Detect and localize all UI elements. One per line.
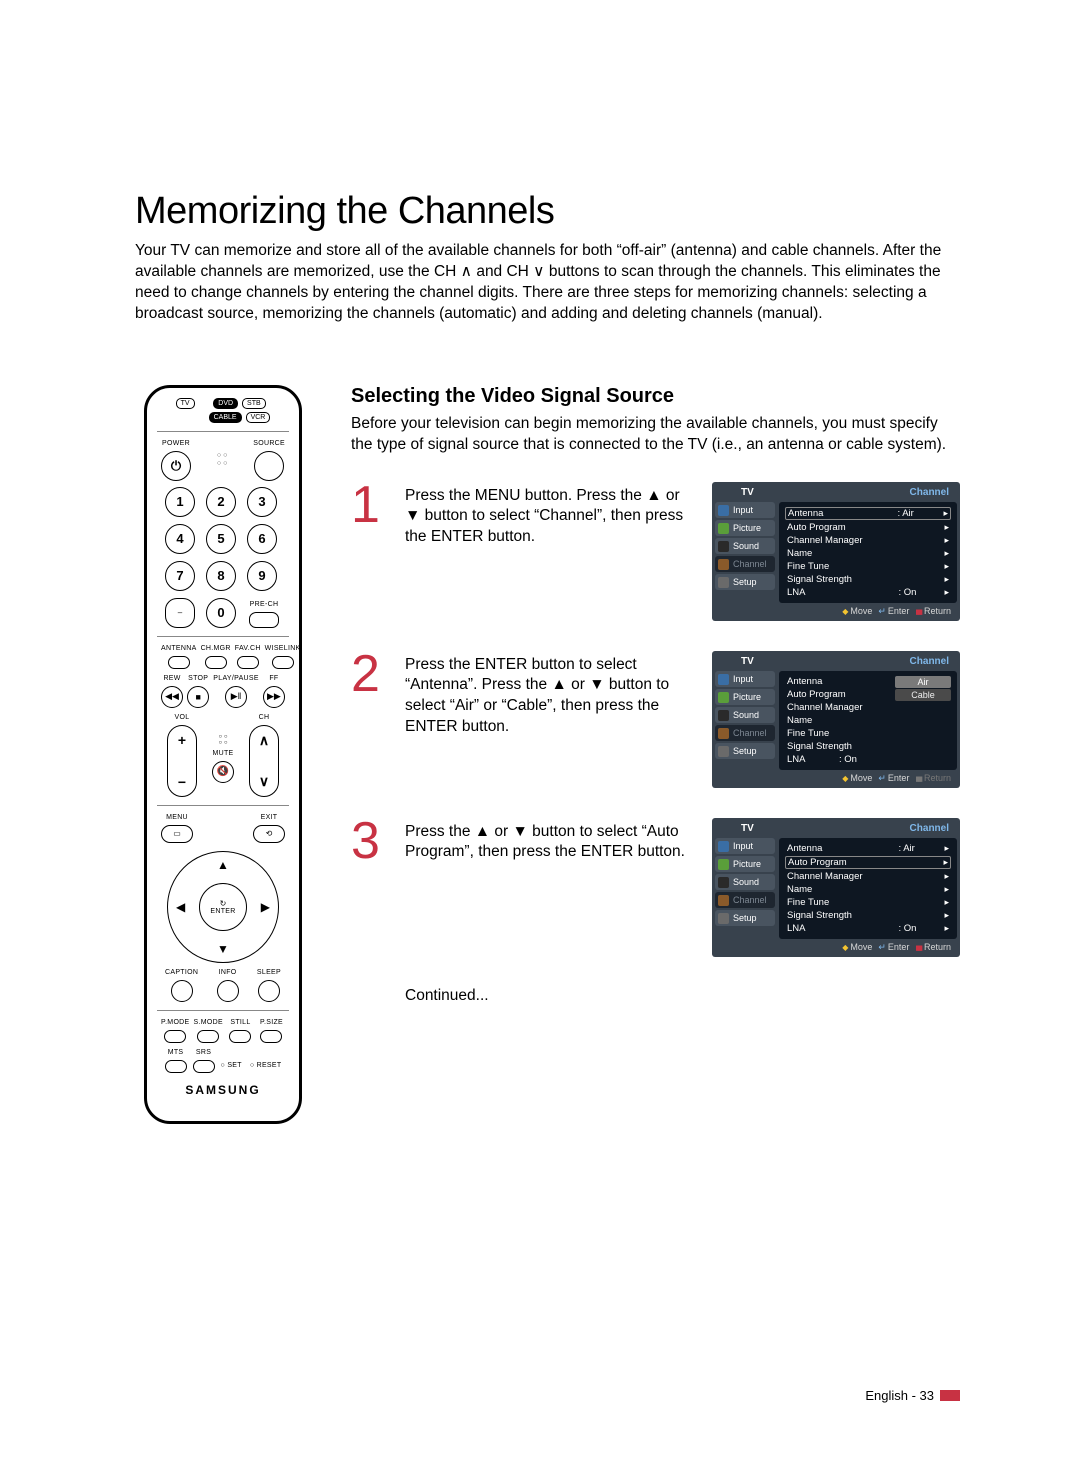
source-button: [254, 451, 284, 481]
step-number: 3: [351, 818, 387, 865]
page-footer: English - 33: [865, 1388, 960, 1403]
ff-button: ▶▶: [263, 686, 285, 708]
step-text: Press the ▲ or ▼ button to select “Auto …: [405, 818, 694, 864]
option-cable: Cable: [895, 689, 951, 701]
key-0: 0: [206, 598, 236, 628]
mute-button: 🔇: [212, 761, 234, 783]
osd-screenshot-3: TVChannel Input Picture Sound Channel Se…: [712, 818, 960, 957]
mts-button: [165, 1060, 187, 1073]
power-button: ⏻: [161, 451, 191, 481]
osd-screenshot-2: TVChannel Input Picture Sound Channel Se…: [712, 651, 960, 788]
remote-illustration: TV DVDSTB CABLEVCR POWER⏻ ○ ○○ ○ SOURCE …: [135, 385, 311, 1124]
remote-keypad: 1 2 3 4 5 6 7 8 9 – 0 PRE-CH: [165, 487, 281, 628]
step-text: Press the ENTER button to select “Antenn…: [405, 651, 694, 739]
menu-label: MENU: [166, 814, 188, 821]
source-label: SOURCE: [253, 440, 285, 447]
caption-button: [171, 980, 193, 1002]
page-title: Memorizing the Channels: [135, 190, 960, 233]
remote-mode-tv: TV: [176, 398, 195, 409]
ch-label: CH: [259, 714, 270, 721]
vol-label: VOL: [175, 714, 190, 721]
pmode-button: [164, 1030, 186, 1043]
prech-button: [249, 612, 279, 628]
nav-ring: ▲▼ ◀▶ ↻ENTER: [167, 851, 279, 963]
exit-label: EXIT: [261, 814, 278, 821]
key-4: 4: [165, 524, 195, 554]
step-1: 1 Press the MENU button. Press the ▲ or …: [351, 482, 960, 621]
key-dash: –: [165, 598, 195, 628]
section-heading: Selecting the Video Signal Source: [351, 385, 960, 408]
smode-button: [197, 1030, 219, 1043]
still-button: [229, 1030, 251, 1043]
osd-screenshot-1: TVChannel Input Picture Sound Channel Se…: [712, 482, 960, 621]
info-button: [217, 980, 239, 1002]
rew-button: ◀◀: [161, 686, 183, 708]
prech-label: PRE-CH: [250, 601, 279, 608]
sleep-button: [258, 980, 280, 1002]
srs-button: [193, 1060, 215, 1073]
mute-label: MUTE: [212, 750, 233, 757]
wiselink-button: [272, 656, 294, 669]
key-5: 5: [206, 524, 236, 554]
step-2: 2 Press the ENTER button to select “Ante…: [351, 651, 960, 788]
ch-rocker: ∧∨: [249, 725, 279, 797]
antenna-button: [168, 656, 190, 669]
wiselink-label: WISELINK: [265, 645, 301, 652]
play-button: ▶‖: [225, 686, 247, 708]
vol-rocker: +−: [167, 725, 197, 797]
key-7: 7: [165, 561, 195, 591]
brand-logo: SAMSUNG: [185, 1083, 260, 1097]
stop-button: ■: [187, 686, 209, 708]
remote-mode-stb: STB: [242, 398, 266, 409]
favch-button: [237, 656, 259, 669]
favch-label: FAV.CH: [235, 645, 261, 652]
remote-mode-vcr: VCR: [246, 412, 271, 423]
psize-button: [260, 1030, 282, 1043]
key-3: 3: [247, 487, 277, 517]
key-8: 8: [206, 561, 236, 591]
antenna-label: ANTENNA: [161, 645, 197, 652]
chmgr-button: [205, 656, 227, 669]
remote-mode-dvd: DVD: [213, 398, 238, 409]
power-label: POWER: [162, 440, 190, 447]
section-intro: Before your television can begin memoriz…: [351, 414, 960, 456]
key-6: 6: [247, 524, 277, 554]
step-number: 1: [351, 482, 387, 529]
key-2: 2: [206, 487, 236, 517]
option-air: Air: [895, 676, 951, 688]
key-9: 9: [247, 561, 277, 591]
continued-text: Continued...: [405, 987, 960, 1005]
remote-mode-cable: CABLE: [209, 412, 242, 423]
step-3: 3 Press the ▲ or ▼ button to select “Aut…: [351, 818, 960, 957]
key-1: 1: [165, 487, 195, 517]
intro-paragraph: Your TV can memorize and store all of th…: [135, 241, 960, 325]
step-text: Press the MENU button. Press the ▲ or ▼ …: [405, 482, 694, 549]
enter-button: ↻ENTER: [199, 883, 247, 931]
menu-button: ▭: [161, 825, 193, 843]
chmgr-label: CH.MGR: [201, 645, 231, 652]
exit-button: ⟲: [253, 825, 285, 843]
step-number: 2: [351, 651, 387, 698]
